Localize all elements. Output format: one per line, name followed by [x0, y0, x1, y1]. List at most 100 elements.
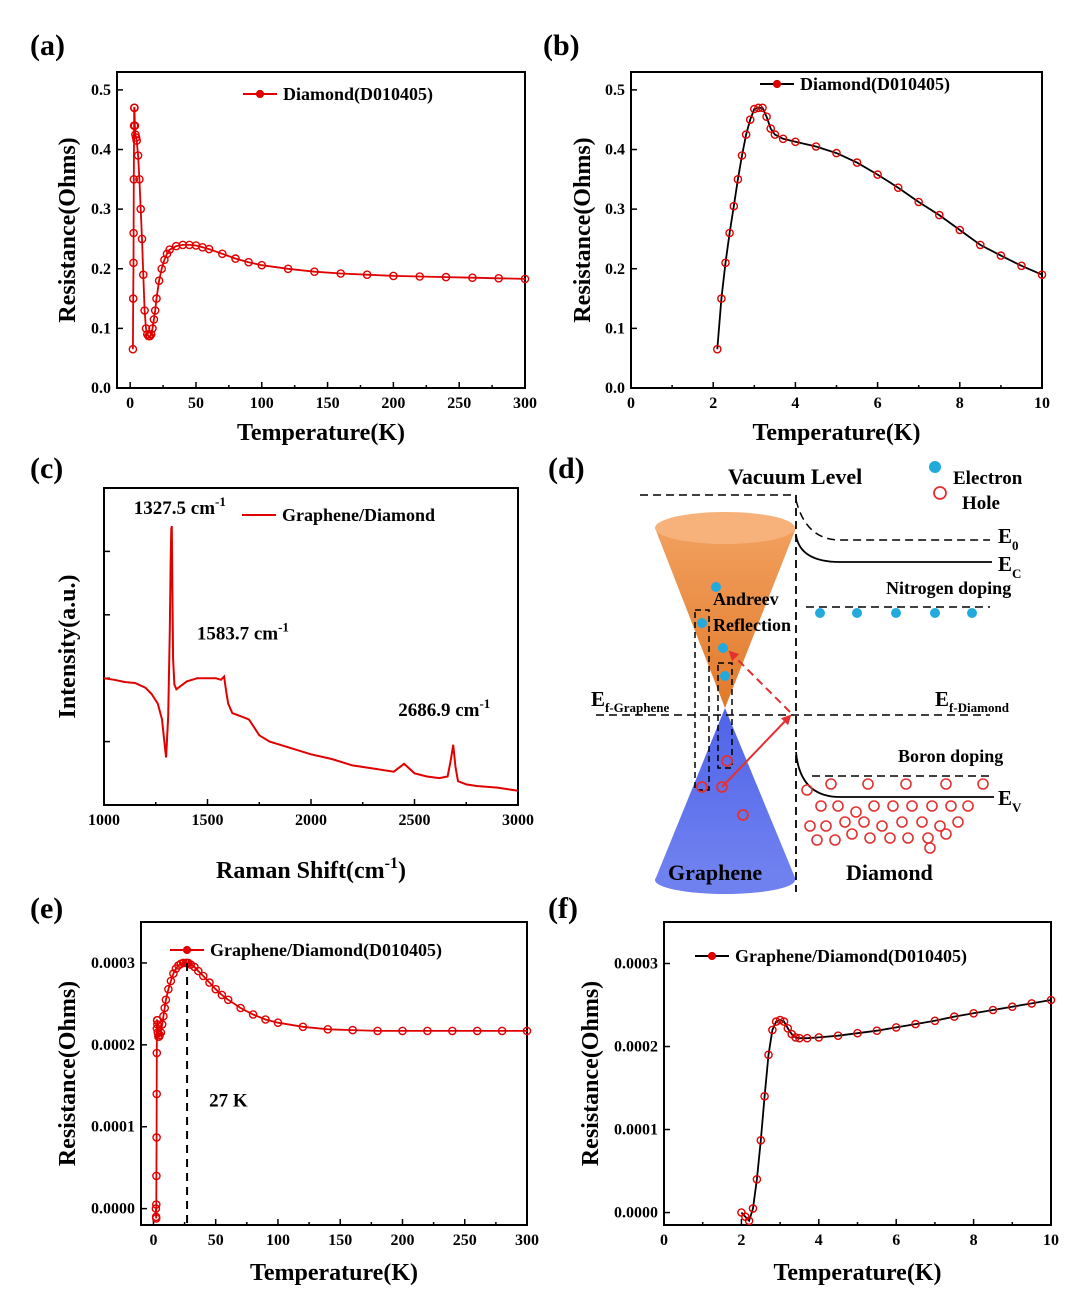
data-point — [756, 1136, 766, 1145]
data-point — [775, 1015, 785, 1025]
x-axis-label: Temperature(K) — [250, 1260, 418, 1286]
x-tick-label: 2000 — [295, 812, 327, 829]
panel-label-e: (e) — [30, 892, 63, 925]
x-tick-label: 100 — [266, 1232, 290, 1249]
data-point — [770, 130, 780, 139]
data-point — [128, 294, 138, 303]
data-point — [852, 158, 862, 167]
hole — [850, 806, 862, 818]
data-point — [154, 276, 164, 286]
data-point — [955, 225, 965, 235]
ef-diamond-label: Ef-Diamond — [935, 687, 1010, 715]
data-point — [236, 1003, 245, 1013]
hole — [696, 781, 708, 793]
data-point — [853, 1028, 862, 1038]
y-axis-label: Resistance(Ohms) — [578, 981, 604, 1166]
data-point — [969, 1009, 978, 1018]
ec-level — [795, 534, 992, 563]
data-point — [389, 271, 398, 281]
nitrogen-doping-label: Nitrogen doping — [886, 578, 1011, 598]
boron-holes — [801, 778, 989, 854]
data-point — [754, 103, 763, 113]
peak-annotation-text: 1583.7 cm — [197, 624, 278, 645]
hole — [977, 778, 989, 790]
graphene-label: Graphene — [668, 860, 762, 885]
data-point — [273, 1018, 283, 1028]
legend-marker — [707, 951, 717, 961]
x-tick-label: 200 — [390, 1232, 414, 1249]
legend-hole-icon — [933, 486, 947, 500]
hole — [839, 816, 851, 828]
peak-annotation-text: 2686.9 cm — [398, 700, 479, 721]
x-tick-label: 1000 — [88, 812, 120, 829]
x-tick-label: 4 — [815, 1232, 823, 1249]
legend-label: Diamond(D010405) — [283, 84, 433, 105]
hole — [804, 820, 816, 832]
legend-label: Graphene/Diamond(D010405) — [735, 946, 967, 967]
electron — [852, 608, 862, 618]
x-tick-label: 3000 — [502, 812, 534, 829]
plot-frame — [116, 71, 526, 389]
data-point — [976, 240, 985, 250]
ec-label: EC — [998, 552, 1021, 581]
hole — [737, 809, 749, 821]
x-axis-label: Raman Shift(cm-1) — [216, 855, 406, 884]
data-point — [149, 315, 159, 324]
y-axis-label: Intensity(a.u.) — [55, 574, 81, 718]
chart-f: 0 2 4 6 8 10 0.0000 0.0001 0.0002 0.0003 Temperatu… — [578, 921, 1059, 1286]
panel-label-b: (b) — [543, 29, 580, 62]
data-point — [165, 245, 174, 254]
electron — [891, 608, 901, 618]
ef-graphene-label: Ef-Graphene — [591, 687, 670, 715]
x-axis-label-text: Temperature(K) — [237, 420, 405, 446]
data-point — [497, 1026, 507, 1036]
andreev-box-right — [717, 662, 733, 769]
data-point — [336, 269, 346, 278]
data-point — [323, 1025, 333, 1034]
x-tick-label: 8 — [956, 395, 964, 412]
hole — [940, 828, 952, 840]
y-tick-label: 0.0003 — [614, 956, 658, 973]
boron-doping-label: Boron doping — [898, 746, 1003, 766]
data-point — [223, 995, 233, 1005]
electron — [718, 643, 728, 653]
data-point — [833, 1031, 843, 1040]
hole — [924, 842, 936, 854]
data-point — [137, 234, 147, 244]
legend-label: Diamond(D010405) — [800, 74, 950, 95]
y-tick-label: 0.5 — [605, 82, 625, 99]
hole — [876, 820, 888, 832]
y-tick-label: 0.0000 — [91, 1201, 135, 1218]
data-point — [152, 1089, 161, 1099]
hole — [906, 800, 918, 812]
data-point — [791, 137, 800, 147]
legend-hole-label: Hole — [962, 493, 1000, 514]
e0-level — [795, 499, 990, 541]
arrow-reflection — [728, 650, 791, 713]
data-point — [152, 1048, 162, 1058]
data-point — [138, 270, 148, 280]
data-point — [713, 344, 722, 354]
data-point — [764, 1050, 773, 1060]
panel-label-d: (d) — [548, 452, 585, 485]
e0-label: E0 — [998, 524, 1019, 553]
panel-label-a: (a) — [30, 29, 65, 62]
hole — [945, 800, 957, 812]
data-point — [779, 1017, 789, 1026]
data-point — [441, 272, 451, 282]
x-tick-label: 250 — [453, 1232, 477, 1249]
data-point — [257, 260, 267, 270]
hole — [815, 800, 827, 812]
peak-annotation-sup: -1 — [278, 620, 289, 635]
y-axis-label: Resistance(Ohms) — [55, 137, 81, 322]
hole — [811, 834, 823, 846]
x-tick-label: 0 — [660, 1232, 668, 1249]
hole — [832, 800, 844, 812]
x-axis-label-sup: -1 — [385, 855, 398, 872]
data-point — [157, 1020, 167, 1029]
y-tick-label: 0.0003 — [91, 955, 135, 972]
data-point — [468, 273, 477, 283]
data-point — [744, 1216, 754, 1226]
hole — [896, 816, 908, 828]
lower-cone-rim — [655, 866, 795, 894]
